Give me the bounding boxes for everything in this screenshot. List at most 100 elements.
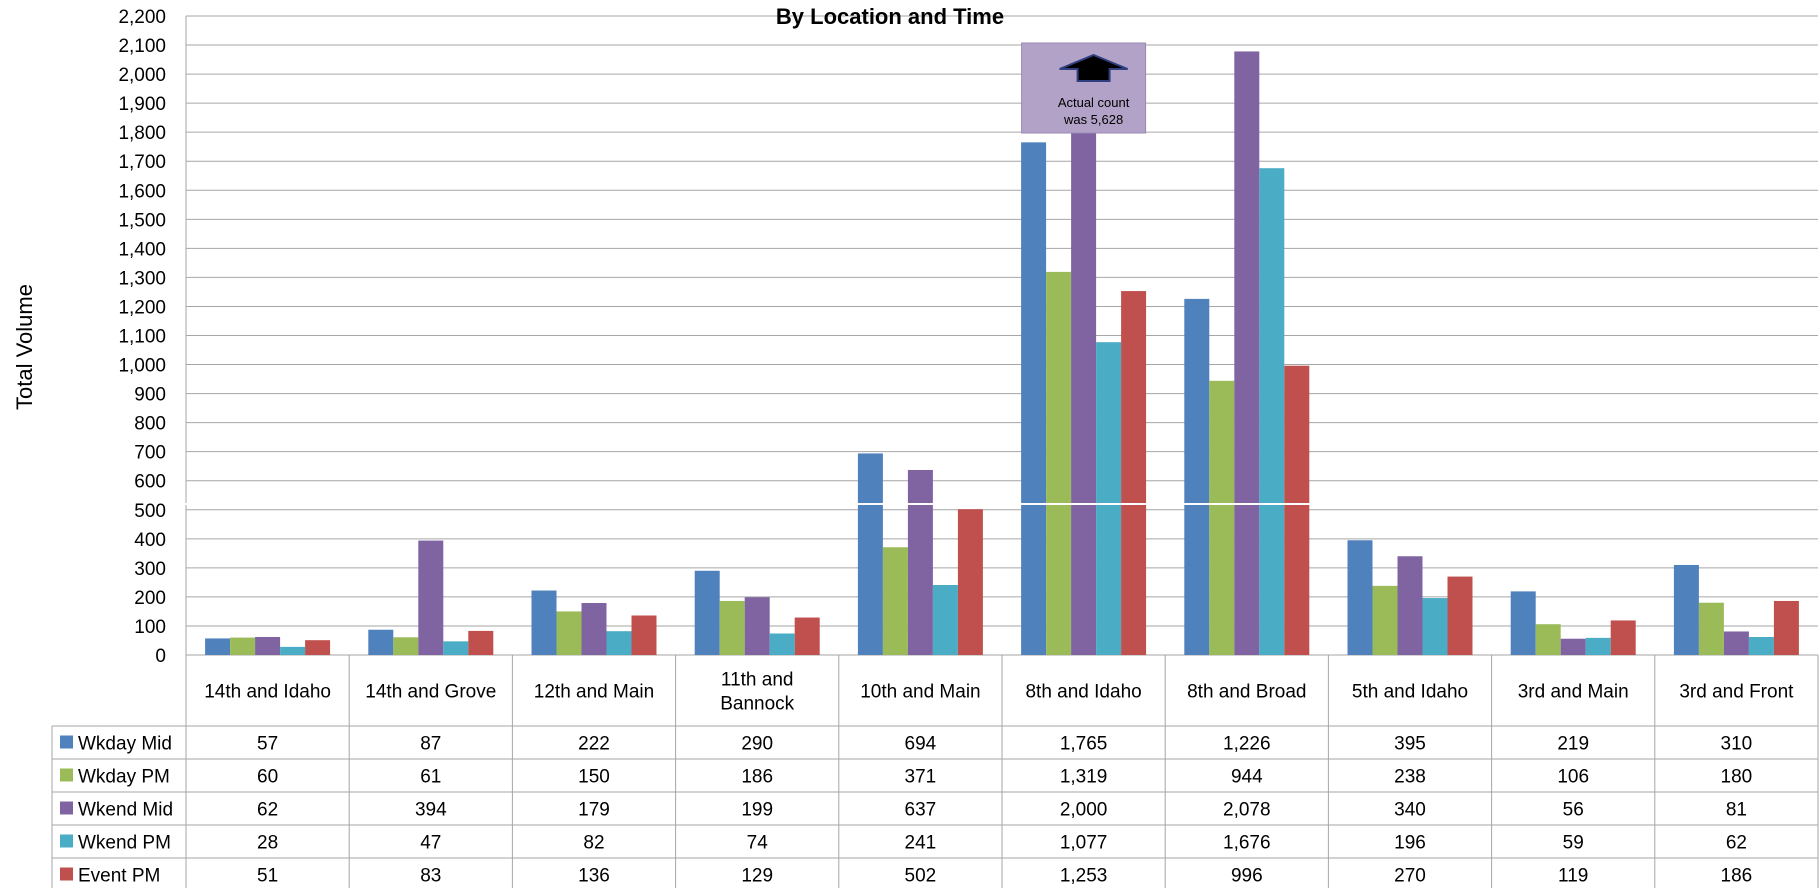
- table-cell: 310: [1721, 734, 1753, 755]
- bar-wkday-pm: [882, 547, 908, 655]
- category-label: 3rd and Main: [1518, 682, 1629, 703]
- bar-event-pm: [1121, 291, 1147, 655]
- chart-title: By Location and Time: [776, 4, 1004, 29]
- bar-wkday-mid: [1347, 540, 1373, 655]
- table-cell: 1,765: [1060, 734, 1108, 755]
- y-tick-label: 2,000: [118, 65, 166, 86]
- table-cell: 996: [1231, 866, 1263, 887]
- category-label: 12th and Main: [534, 682, 654, 703]
- bar-event-pm: [1773, 600, 1799, 655]
- legend-swatch: [60, 867, 73, 881]
- bar-wkend-mid: [1397, 556, 1423, 655]
- table-cell: 61: [420, 767, 441, 788]
- table-cell: 129: [741, 866, 773, 887]
- legend-swatch: [60, 768, 73, 782]
- bar-wkend-mid: [581, 603, 607, 655]
- bar-wkend-pm: [769, 633, 795, 655]
- bar-wkend-mid: [744, 597, 770, 655]
- table-cell: 82: [583, 833, 604, 854]
- table-cell: 81: [1726, 800, 1747, 821]
- category-label: 5th and Idaho: [1352, 682, 1468, 703]
- bar-wkend-pm: [606, 631, 632, 655]
- bar-wkday-mid: [694, 570, 720, 655]
- table-cell: 57: [257, 734, 278, 755]
- bar-wkend-mid: [1071, 74, 1097, 655]
- legend-label: Wkend Mid: [78, 800, 173, 821]
- table-cell: 186: [1721, 866, 1753, 887]
- bar-wkend-pm: [1096, 342, 1122, 655]
- bar-wkend-mid: [1234, 51, 1260, 656]
- category-label: 14th and Grove: [365, 682, 496, 703]
- bar-wkday-pm: [1046, 271, 1072, 655]
- table-cell: 1,253: [1060, 866, 1108, 887]
- bar-wkend-mid: [255, 636, 281, 655]
- bar-wkday-pm: [556, 611, 582, 655]
- bar-wkend-mid: [1723, 631, 1749, 655]
- y-tick-label: 1,700: [118, 152, 166, 173]
- bar-event-pm: [468, 630, 494, 655]
- table-cell: 106: [1557, 767, 1589, 788]
- y-tick-label: 600: [134, 472, 166, 493]
- table-cell: 502: [905, 866, 937, 887]
- y-tick-label: 100: [134, 617, 166, 638]
- y-tick-label: 700: [134, 443, 166, 464]
- bar-wkend-pm: [932, 585, 958, 655]
- bar-wkday-mid: [1021, 142, 1047, 656]
- bar-wkday-mid: [1184, 298, 1210, 655]
- legend-swatch: [60, 801, 73, 815]
- table-cell: 60: [257, 767, 278, 788]
- category-label: 3rd and Front: [1679, 682, 1794, 703]
- bar-wkday-pm: [719, 600, 745, 655]
- table-cell: 180: [1721, 767, 1753, 788]
- bar-wkend-mid: [907, 469, 933, 655]
- table-cell: 944: [1231, 767, 1263, 788]
- bar-wkend-pm: [1259, 168, 1285, 655]
- table-cell: 119: [1558, 866, 1588, 887]
- table-cell: 199: [741, 800, 773, 821]
- legend-swatch: [60, 735, 73, 749]
- bar-event-pm: [1610, 620, 1636, 655]
- bar-wkday-pm: [1209, 380, 1235, 655]
- y-tick-label: 1,800: [118, 123, 166, 144]
- bar-event-pm: [957, 509, 983, 655]
- y-tick-label: 2,200: [118, 7, 166, 28]
- table-cell: 1,226: [1223, 734, 1271, 755]
- y-tick-label: 1,400: [118, 239, 166, 260]
- table-cell: 56: [1563, 800, 1584, 821]
- category-label: 8th and Broad: [1187, 682, 1306, 703]
- bar-wkday-pm: [1698, 602, 1724, 655]
- y-tick-label: 1,900: [118, 94, 166, 115]
- table-cell: 83: [420, 866, 441, 887]
- data-table: 14th and Idaho 14th and Grove 12th and Mai…: [51, 655, 1819, 888]
- legend-label: Wkday PM: [78, 767, 170, 788]
- table-cell: 694: [905, 734, 937, 755]
- y-tick-label: 400: [134, 530, 166, 551]
- bar-wkend-pm: [1422, 598, 1448, 655]
- table-cell: 47: [420, 833, 441, 854]
- y-tick-labels: 0 100 200 300 400 500 600 700 800 900 1,000 1,100 1,…: [118, 7, 166, 667]
- table-cell: 394: [415, 800, 447, 821]
- y-tick-label: 200: [134, 588, 166, 609]
- table-cell: 186: [741, 767, 773, 788]
- y-tick-label: 1,300: [118, 268, 166, 289]
- y-tick-label: 1,500: [118, 210, 166, 231]
- bar-wkday-mid: [1510, 591, 1536, 655]
- table-cell: 395: [1394, 734, 1426, 755]
- category-label: Bannock: [720, 694, 794, 715]
- bar-wkday-pm: [1372, 585, 1398, 655]
- bar-wkend-pm: [280, 646, 306, 655]
- table-cell: 1,676: [1223, 833, 1271, 854]
- y-tick-label: 1,100: [118, 327, 166, 348]
- bar-wkday-mid: [857, 453, 883, 655]
- bar-event-pm: [794, 617, 820, 655]
- table-cell: 28: [257, 833, 278, 854]
- table-cell: 74: [747, 833, 769, 854]
- legend-label: Wkday Mid: [78, 734, 172, 755]
- up-arrow-icon: [1059, 53, 1128, 82]
- table-cell: 222: [578, 734, 610, 755]
- y-tick-label: 1,600: [118, 181, 166, 202]
- y-tick-label: 800: [134, 414, 166, 435]
- table-cell: 136: [578, 866, 610, 887]
- table-cell: 51: [257, 866, 278, 887]
- table-cell: 637: [905, 800, 937, 821]
